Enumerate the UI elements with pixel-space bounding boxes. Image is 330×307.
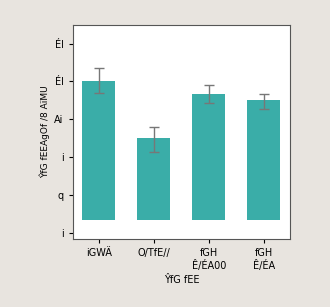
Bar [82,81,116,220]
Y-axis label: ŶfG fEEAgOf /8 AïMU: ŶfG fEEAgOf /8 AïMU [40,86,50,178]
Bar [248,100,280,220]
Bar [192,94,225,220]
X-axis label: ŶfG fEE: ŶfG fEE [164,275,199,286]
Bar [138,138,171,220]
